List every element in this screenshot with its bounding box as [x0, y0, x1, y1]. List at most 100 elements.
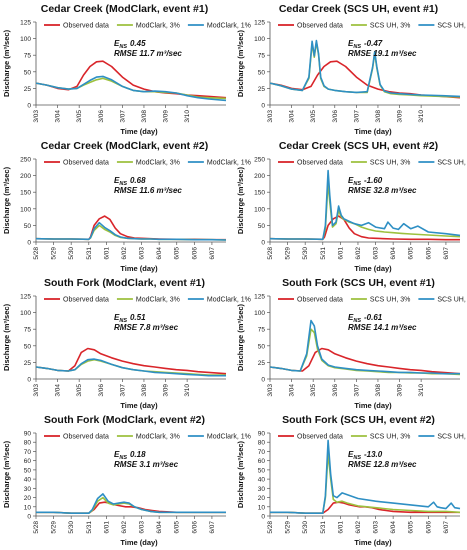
x-axis-label: Time (day) [120, 401, 158, 410]
ens-value: 0.68 [130, 176, 146, 185]
x-tick-label: 6/01 [337, 521, 344, 534]
ens-subscript: NS [353, 318, 361, 324]
x-tick-label: 3/07 [353, 384, 360, 397]
x-tick-label: 3/09 [163, 110, 170, 123]
y-tick-label: 25 [24, 360, 32, 367]
series-line-0 [35, 215, 226, 241]
series-line-1 [35, 358, 226, 376]
x-tick-label: 3/08 [141, 384, 148, 397]
axes [269, 296, 460, 380]
x-tick-label: 6/02 [355, 521, 362, 534]
x-tick-label: 3/04 [55, 110, 62, 123]
y-tick-label: 50 [24, 69, 32, 76]
x-tick-label: 3/09 [397, 110, 404, 123]
legend-entry: Observed data [297, 434, 343, 441]
x-tick-label: 5/28 [267, 247, 274, 260]
x-tick-label: 3/06 [98, 384, 105, 397]
x-tick-label: 6/06 [191, 521, 198, 534]
x-axis-label: Time (day) [354, 538, 392, 547]
x-tick-label: 5/29 [51, 521, 58, 534]
y-tick-label: 125 [20, 20, 31, 27]
x-tick-label: 3/05 [76, 384, 83, 397]
chart-title: South Fork (SCS UH, event #2) [282, 414, 435, 426]
x-tick-label: 6/03 [139, 247, 146, 260]
x-tick-label: 5/30 [302, 247, 309, 260]
series-line-2 [269, 39, 461, 98]
x-tick-label: 3/07 [353, 110, 360, 123]
y-tick-label: 250 [254, 157, 265, 164]
y-tick-label: 60 [24, 458, 32, 465]
axes [35, 159, 226, 243]
legend-entry: Observed data [297, 160, 343, 167]
series-line-2 [36, 493, 226, 514]
ens-annotation: ENS 0.45 [114, 39, 146, 50]
series-line-2 [270, 439, 461, 514]
legend-entry: ModClark, 3% [136, 297, 180, 304]
axes [35, 22, 226, 106]
ens-annotation: ENS 0.68 [114, 176, 146, 187]
legend-entry: Observed data [63, 23, 109, 30]
x-tick-label: 3/03 [33, 110, 40, 123]
y-tick-label: 10 [258, 504, 266, 511]
y-tick-label: 50 [258, 467, 266, 474]
y-tick-label: 40 [24, 477, 32, 484]
x-tick-label: 3/08 [375, 384, 382, 397]
x-tick-label: 3/04 [55, 384, 62, 397]
axes [269, 159, 460, 243]
y-tick-label: 50 [258, 223, 266, 230]
x-tick-label: 6/04 [156, 521, 163, 534]
legend-entry: SCS UH, 1% [437, 160, 467, 167]
chart-title: South Fork (ModClark, event #1) [44, 277, 205, 289]
y-tick-label: 0 [27, 377, 31, 384]
rmse-annotation: RMSE 11.6 m³/sec [114, 186, 182, 195]
x-tick-label: 6/06 [425, 521, 432, 534]
x-tick-label: 3/09 [397, 384, 404, 397]
y-axis-label: Discharge (m³/sec) [236, 166, 245, 234]
x-tick-label: 3/08 [375, 110, 382, 123]
series-line-2 [35, 75, 227, 102]
x-tick-label: 6/03 [139, 521, 146, 534]
x-tick-label: 3/10 [418, 384, 425, 397]
y-tick-label: 0 [261, 377, 265, 384]
y-tick-label: 30 [24, 486, 32, 493]
y-tick-label: 10 [24, 504, 32, 511]
x-tick-label: 6/07 [443, 521, 450, 534]
chart-panel-p6: South Fork (SCS UH, event #1) 0 25 50 75 100 1… [236, 277, 467, 410]
x-tick-label: 6/05 [408, 247, 415, 260]
x-tick-label: 3/09 [163, 384, 170, 397]
y-axis-label: Discharge (m³/sec) [2, 29, 11, 97]
x-tick-label: 3/10 [184, 110, 191, 123]
x-tick-label: 3/06 [332, 384, 339, 397]
y-tick-label: 0 [261, 514, 265, 521]
ens-value: -0.61 [364, 313, 383, 322]
ens-symbol: E [114, 313, 120, 322]
chart-title: Cedar Creek (ModClark, event #2) [41, 140, 208, 152]
y-tick-label: 25 [258, 86, 266, 93]
x-tick-label: 3/10 [184, 384, 191, 397]
x-tick-label: 3/05 [310, 384, 317, 397]
x-tick-label: 3/05 [310, 110, 317, 123]
x-tick-label: 6/03 [373, 521, 380, 534]
x-tick-label: 6/01 [337, 247, 344, 260]
legend-entry: SCS UH, 1% [437, 297, 467, 304]
legend-entry: ModClark, 3% [136, 160, 180, 167]
series-line-2 [269, 169, 461, 241]
x-axis-label: Time (day) [120, 538, 158, 547]
x-tick-label: 5/31 [86, 521, 93, 534]
x-tick-label: 5/29 [285, 247, 292, 260]
chart-title: South Fork (ModClark, event #2) [44, 414, 205, 426]
chart-panel-p3: Cedar Creek (ModClark, event #2) 0 50 100 15… [2, 140, 251, 273]
y-tick-label: 0 [261, 240, 265, 247]
legend-entry: ModClark, 3% [136, 434, 180, 441]
ens-value: 0.51 [130, 313, 146, 322]
ens-annotation: ENS 0.18 [114, 450, 146, 461]
x-tick-label: 3/03 [267, 384, 274, 397]
ens-annotation: ENS -0.47 [348, 39, 383, 50]
rmse-annotation: RMSE 12.8 m³/sec [348, 460, 417, 469]
ens-symbol: E [348, 39, 354, 48]
x-tick-label: 3/06 [98, 110, 105, 123]
x-tick-label: 3/03 [267, 110, 274, 123]
y-tick-label: 50 [24, 223, 32, 230]
ens-value: 0.18 [130, 450, 146, 459]
rmse-annotation: RMSE 7.8 m³/sec [114, 323, 179, 332]
